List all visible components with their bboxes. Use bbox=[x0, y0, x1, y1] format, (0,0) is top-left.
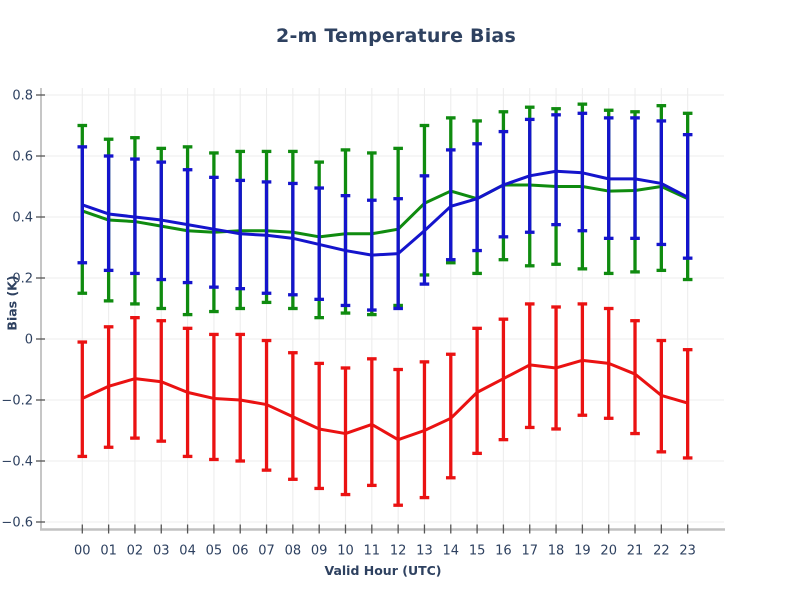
blue-series-line bbox=[81, 169, 689, 257]
x-tick-label: 14 bbox=[443, 544, 460, 559]
y-tick-label: 0.4 bbox=[12, 211, 33, 226]
x-axis-title: Valid Hour (UTC) bbox=[324, 563, 442, 578]
y-tick-label: 0.6 bbox=[12, 150, 33, 165]
x-tick-label: 20 bbox=[600, 544, 617, 559]
x-tick-label: 02 bbox=[127, 544, 144, 559]
gridlines bbox=[41, 88, 724, 530]
y-tick-label: −0.6 bbox=[1, 516, 33, 531]
y-tick-label: 0.2 bbox=[12, 272, 33, 287]
x-tick-label: 05 bbox=[206, 544, 223, 559]
x-tick-label: 04 bbox=[179, 544, 196, 559]
ticks-and-labels: 0.8 0.6 0.4 0.2 0 −0.2 −0.4 −0.6 00 01 02 03 04 05 06 0… bbox=[1, 89, 696, 559]
red-series bbox=[77, 302, 693, 507]
x-tick-label: 21 bbox=[627, 544, 644, 559]
x-tick-label: 08 bbox=[285, 544, 302, 559]
x-tick-label: 06 bbox=[232, 544, 249, 559]
x-tick-label: 03 bbox=[153, 544, 170, 559]
x-tick-label: 07 bbox=[258, 544, 275, 559]
x-tick-label: 13 bbox=[416, 544, 433, 559]
x-tick-label: 09 bbox=[311, 544, 328, 559]
axes-spines bbox=[40, 88, 725, 531]
x-tick-label: 16 bbox=[495, 544, 512, 559]
x-tick-label: 01 bbox=[100, 544, 117, 559]
y-tick-label: −0.4 bbox=[1, 455, 33, 470]
green-series-line bbox=[81, 183, 689, 239]
x-tick-label: 11 bbox=[364, 544, 381, 559]
green-series bbox=[77, 102, 693, 320]
chart-title: 2-m Temperature Bias bbox=[276, 25, 516, 47]
red-series-line bbox=[81, 358, 689, 442]
blue-series bbox=[77, 111, 693, 312]
x-tick-label: 12 bbox=[390, 544, 407, 559]
x-tick-label: 19 bbox=[574, 544, 591, 559]
y-tick-label: 0.8 bbox=[12, 89, 33, 104]
x-tick-label: 00 bbox=[74, 544, 91, 559]
x-tick-label: 22 bbox=[653, 544, 670, 559]
x-tick-label: 18 bbox=[548, 544, 565, 559]
x-tick-label: 10 bbox=[337, 544, 354, 559]
x-tick-label: 23 bbox=[679, 544, 696, 559]
x-tick-label: 15 bbox=[469, 544, 486, 559]
x-tick-label: 17 bbox=[521, 544, 538, 559]
y-tick-label: −0.2 bbox=[1, 394, 33, 409]
y-tick-label: 0 bbox=[25, 333, 33, 348]
